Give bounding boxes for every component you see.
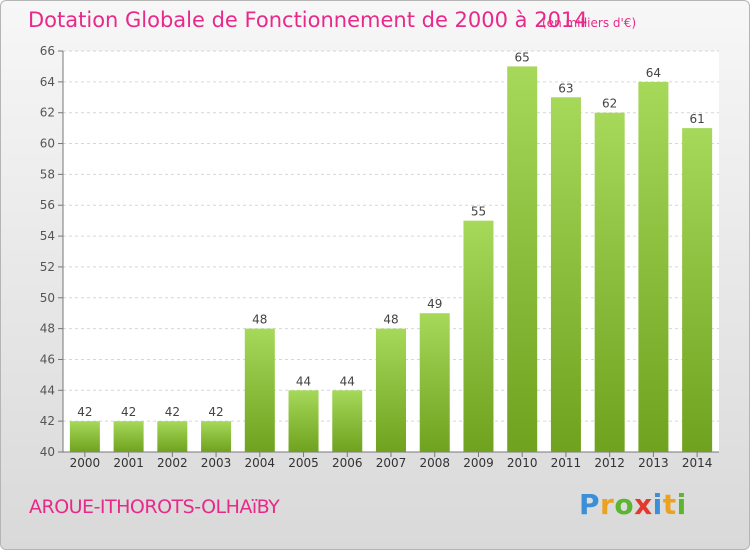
bar (682, 128, 713, 452)
y-tick-label: 60 (40, 137, 55, 151)
bar (113, 421, 144, 452)
bar-value-label: 62 (602, 97, 617, 111)
bar (157, 421, 188, 452)
x-tick-label: 2013 (638, 456, 669, 470)
x-tick-label: 2005 (288, 456, 319, 470)
y-tick-label: 50 (40, 291, 55, 305)
bar-value-label: 65 (515, 50, 530, 64)
bar-value-label: 49 (427, 297, 442, 311)
bar-value-label: 48 (383, 313, 398, 327)
bar-value-label: 48 (252, 313, 267, 327)
logo-letter: i (676, 488, 687, 521)
bar (638, 81, 669, 452)
bar-value-label: 44 (296, 374, 311, 388)
x-tick-label: 2004 (245, 456, 276, 470)
x-tick-label: 2001 (113, 456, 144, 470)
logo-letter: o (614, 488, 635, 521)
x-tick-label: 2014 (682, 456, 713, 470)
bar (463, 220, 494, 452)
bar-value-label: 64 (646, 66, 661, 80)
commune-name: AROUE-ITHOROTS-OLHAïBY (29, 496, 280, 518)
bar-value-label: 61 (689, 112, 704, 126)
chart-unit-label: (en milliers d'€) (542, 16, 637, 30)
logo-letter: x (634, 488, 653, 521)
bar (594, 112, 625, 452)
y-tick-label: 46 (40, 352, 55, 366)
bar-value-label: 63 (558, 81, 573, 95)
bar-value-label: 42 (77, 405, 92, 419)
x-tick-label: 2007 (376, 456, 407, 470)
bar (201, 421, 232, 452)
bar (507, 66, 538, 452)
y-tick-label: 52 (40, 260, 55, 274)
bar-value-label: 42 (165, 405, 180, 419)
bar (376, 328, 406, 452)
y-tick-label: 64 (40, 75, 55, 89)
y-tick-label: 44 (40, 383, 55, 397)
bar (69, 421, 100, 452)
x-tick-label: 2011 (551, 456, 582, 470)
bar-value-label: 44 (340, 374, 355, 388)
y-tick-label: 56 (40, 198, 55, 212)
y-tick-label: 58 (40, 167, 55, 181)
bar (332, 390, 363, 452)
y-tick-label: 66 (40, 44, 55, 58)
y-tick-label: 42 (40, 414, 55, 428)
bar-value-label: 42 (208, 405, 223, 419)
logo-letter: i (652, 488, 663, 521)
logo-letter: t (662, 488, 677, 521)
logo-letter: r (600, 488, 615, 521)
x-tick-label: 2012 (594, 456, 625, 470)
y-tick-label: 48 (40, 322, 55, 336)
x-tick-label: 2003 (201, 456, 232, 470)
x-tick-label: 2008 (419, 456, 450, 470)
y-tick-label: 54 (40, 229, 55, 243)
bar-value-label: 55 (471, 205, 486, 219)
x-tick-label: 2009 (463, 456, 494, 470)
bar-value-label: 42 (121, 405, 136, 419)
chart-title: Dotation Globale de Fonctionnement de 20… (28, 8, 588, 32)
x-tick-label: 2006 (332, 456, 363, 470)
logo-letter: P (579, 488, 601, 521)
x-tick-label: 2000 (70, 456, 101, 470)
x-tick-label: 2002 (157, 456, 188, 470)
x-tick-label: 2010 (507, 456, 538, 470)
bar (419, 313, 450, 452)
y-tick-label: 40 (40, 445, 55, 459)
bar (550, 97, 581, 453)
bar (244, 328, 275, 452)
y-tick-label: 62 (40, 106, 55, 120)
bar (288, 390, 319, 452)
proxiti-logo: Proxiti (579, 488, 687, 521)
